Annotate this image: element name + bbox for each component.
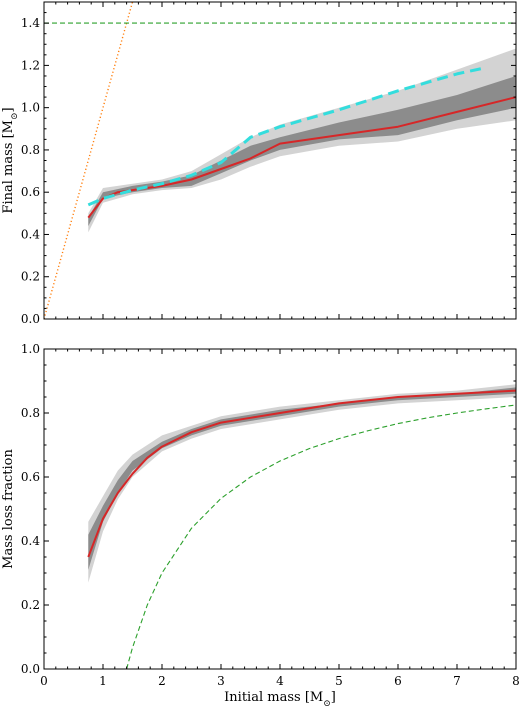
mass-loss-ytick-label: 0.0 bbox=[21, 662, 40, 676]
mass-loss-line-dashed-thin-3 bbox=[126, 404, 516, 669]
mass-loss-ytick-label: 0.2 bbox=[21, 598, 40, 612]
mass-loss-fraction-panel: 0 1 2 3 4 5 6 7 8 0.0 0.2 0.4 0.6 0.8 1.0 Mass loss fr… bbox=[1, 342, 520, 706]
mass-loss-ytick-label: 1.0 bbox=[21, 342, 40, 356]
mass-loss-ytick-label: 0.4 bbox=[21, 534, 40, 548]
final-mass-ytick-label: 1.2 bbox=[21, 58, 40, 72]
final-mass-ytick-label: 0.6 bbox=[21, 185, 40, 199]
final-mass-series-group bbox=[44, 2, 516, 319]
mass-loss-xtick-label: 4 bbox=[276, 674, 284, 688]
initial-mass-x-axis-label: Initial mass [M⊙] bbox=[224, 690, 336, 706]
final-mass-ytick-label: 1.0 bbox=[21, 101, 40, 115]
mass-loss-xtick-label: 2 bbox=[158, 674, 166, 688]
final-mass-band-inner-1 bbox=[88, 76, 516, 226]
mass-loss-xtick-label: 6 bbox=[394, 674, 402, 688]
mass-loss-xtick-label: 3 bbox=[217, 674, 225, 688]
final-mass-ticks: 0.0 0.2 0.4 0.6 0.8 1.0 1.2 1.4 bbox=[21, 1, 517, 326]
final-mass-ytick-label: 0.4 bbox=[21, 227, 40, 241]
mass-loss-ytick-label: 0.8 bbox=[21, 406, 40, 420]
mass-loss-band-outer-0 bbox=[88, 384, 516, 583]
mass-loss-y-axis-label: Mass loss fraction bbox=[1, 449, 16, 569]
final-mass-ytick-label: 1.4 bbox=[21, 16, 40, 30]
mass-loss-band-inner-1 bbox=[88, 387, 516, 570]
final-mass-y-axis-label: Final mass [M⊙] bbox=[1, 107, 20, 213]
mass-loss-ytick-label: 0.6 bbox=[21, 470, 40, 484]
final-mass-panel: 0.0 0.2 0.4 0.6 0.8 1.0 1.2 1.4 Final mass [M⊙] bbox=[1, 1, 517, 326]
mass-loss-xtick-label: 0 bbox=[40, 674, 48, 688]
final-mass-line-dashed-3 bbox=[87, 66, 487, 207]
final-mass-line-solid-2 bbox=[87, 96, 516, 219]
mass-loss-xtick-label: 7 bbox=[453, 674, 461, 688]
final-mass-plot-frame bbox=[43, 1, 517, 320]
mass-loss-ticks: 0 1 2 3 4 5 6 7 8 0.0 0.2 0.4 0.6 0.8 1.0 bbox=[21, 342, 520, 688]
mass-loss-xtick-label: 8 bbox=[512, 674, 520, 688]
final-mass-ytick-label: 0.8 bbox=[21, 143, 40, 157]
mass-loss-xtick-label: 5 bbox=[335, 674, 343, 688]
mass-loss-line-solid-2 bbox=[87, 389, 516, 558]
mass-loss-series-group bbox=[87, 384, 516, 669]
mass-loss-xtick-label: 1 bbox=[99, 674, 107, 688]
final-mass-line-dotted-4 bbox=[44, 2, 134, 319]
final-mass-ytick-label: 0.0 bbox=[21, 312, 40, 326]
final-mass-ytick-label: 0.2 bbox=[21, 270, 40, 284]
